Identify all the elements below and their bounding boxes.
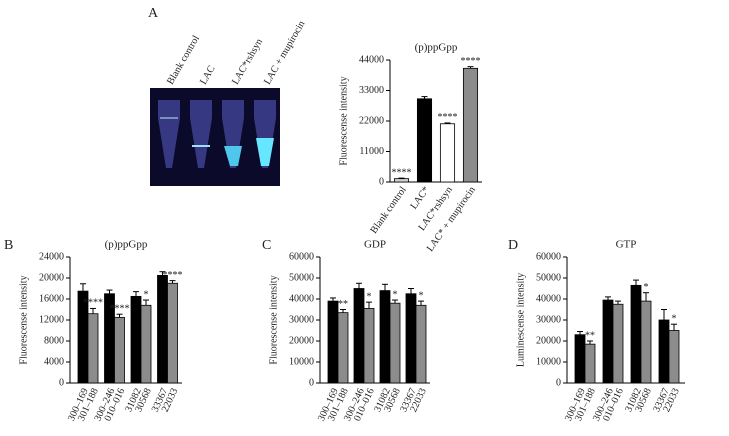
- bar: [462, 67, 479, 183]
- tubes: [158, 100, 276, 168]
- photo-label: Blank control: [165, 34, 202, 87]
- y-tick-label: 0: [309, 377, 314, 388]
- panel-label: D: [508, 238, 518, 253]
- photo-label: LAC: [198, 64, 218, 87]
- chart-title: GTP: [616, 239, 637, 251]
- bar: [114, 316, 125, 384]
- y-tick-label: 12000: [39, 314, 64, 325]
- bar: [87, 313, 99, 384]
- y-tick-label: 60000: [536, 251, 561, 262]
- y-axis-label: Fluorescense intensity: [18, 275, 29, 364]
- significance: *: [672, 313, 677, 324]
- y-tick-label: 44000: [359, 54, 384, 65]
- y-tick-label: 11000: [359, 146, 384, 157]
- y-axis-label: Fluorescense intensity: [338, 76, 349, 165]
- glow: [256, 138, 274, 166]
- bar: [157, 274, 168, 384]
- y-tick-label: 33000: [359, 85, 384, 96]
- bar: [389, 302, 401, 384]
- y-tick-label: 4000: [44, 356, 64, 367]
- bar: [415, 304, 427, 384]
- bar: [337, 312, 349, 384]
- significance: *: [144, 289, 149, 300]
- chart-title: (p)ppGpp: [415, 42, 458, 54]
- x-tick-label: LAC*: [408, 185, 431, 212]
- y-tick-label: 50000: [536, 272, 561, 283]
- y-tick-label: 50000: [289, 272, 314, 283]
- significance: ****: [392, 167, 412, 178]
- bar: [353, 288, 365, 384]
- bar: [167, 282, 178, 384]
- y-tick-label: 40000: [289, 293, 314, 304]
- bar: [658, 319, 670, 384]
- y-tick-label: 0: [556, 377, 561, 388]
- bar: [602, 299, 614, 384]
- glow: [224, 146, 242, 166]
- chart-title: GDP: [364, 239, 386, 251]
- bar: [327, 300, 339, 384]
- significance: **: [585, 330, 595, 341]
- bar: [630, 284, 642, 384]
- y-tick-label: 0: [59, 377, 64, 388]
- y-tick-label: 20000: [536, 335, 561, 346]
- significance: *: [644, 282, 649, 293]
- bar: [379, 290, 391, 384]
- y-tick-label: 30000: [289, 314, 314, 325]
- bar: [574, 334, 586, 384]
- bar: [439, 123, 456, 183]
- bar: [416, 98, 433, 183]
- bar: [584, 343, 596, 384]
- panel-label: B: [4, 238, 13, 253]
- significance: *: [393, 289, 398, 300]
- significance: ****: [461, 56, 481, 67]
- photo-label: LAC*rshsyn: [230, 37, 265, 87]
- bar: [612, 303, 624, 384]
- bar: [363, 308, 375, 384]
- significance: ****: [438, 112, 458, 123]
- y-axis-label: Fluorescense intensity: [268, 275, 279, 364]
- y-tick-label: 8000: [44, 335, 64, 346]
- significance: *: [367, 291, 372, 302]
- y-tick-label: 30000: [536, 314, 561, 325]
- y-tick-label: 20000: [289, 335, 314, 346]
- y-tick-label: 20000: [39, 272, 64, 283]
- y-tick-label: 22000: [359, 115, 384, 126]
- panel-label: C: [262, 238, 271, 253]
- chart-title: (p)ppGpp: [105, 239, 148, 251]
- x-tick-label: Blank control: [368, 185, 409, 236]
- y-tick-label: 40000: [536, 293, 561, 304]
- bar: [140, 304, 152, 384]
- photo-label: LAC + mupirocin: [262, 19, 307, 87]
- significance: ****: [110, 304, 130, 315]
- panel-label: A: [148, 6, 159, 21]
- bar: [393, 178, 410, 183]
- significance: ****: [163, 270, 183, 281]
- y-tick-label: 0: [379, 176, 384, 187]
- photo-labels: Blank control LAC LAC*rshsyn LAC + mupir…: [165, 19, 307, 87]
- y-tick-label: 10000: [289, 356, 314, 367]
- bar: [640, 300, 652, 384]
- y-axis-label: Luminescense intensity: [515, 273, 526, 367]
- bar: [130, 295, 142, 384]
- y-tick-label: 60000: [289, 251, 314, 262]
- y-tick-label: 16000: [39, 293, 64, 304]
- bar: [405, 293, 417, 384]
- significance: *: [419, 290, 424, 301]
- bar: [668, 330, 680, 384]
- significance: **: [338, 299, 348, 310]
- significance: ****: [83, 298, 103, 309]
- y-tick-label: 24000: [39, 251, 64, 262]
- y-tick-label: 10000: [536, 356, 561, 367]
